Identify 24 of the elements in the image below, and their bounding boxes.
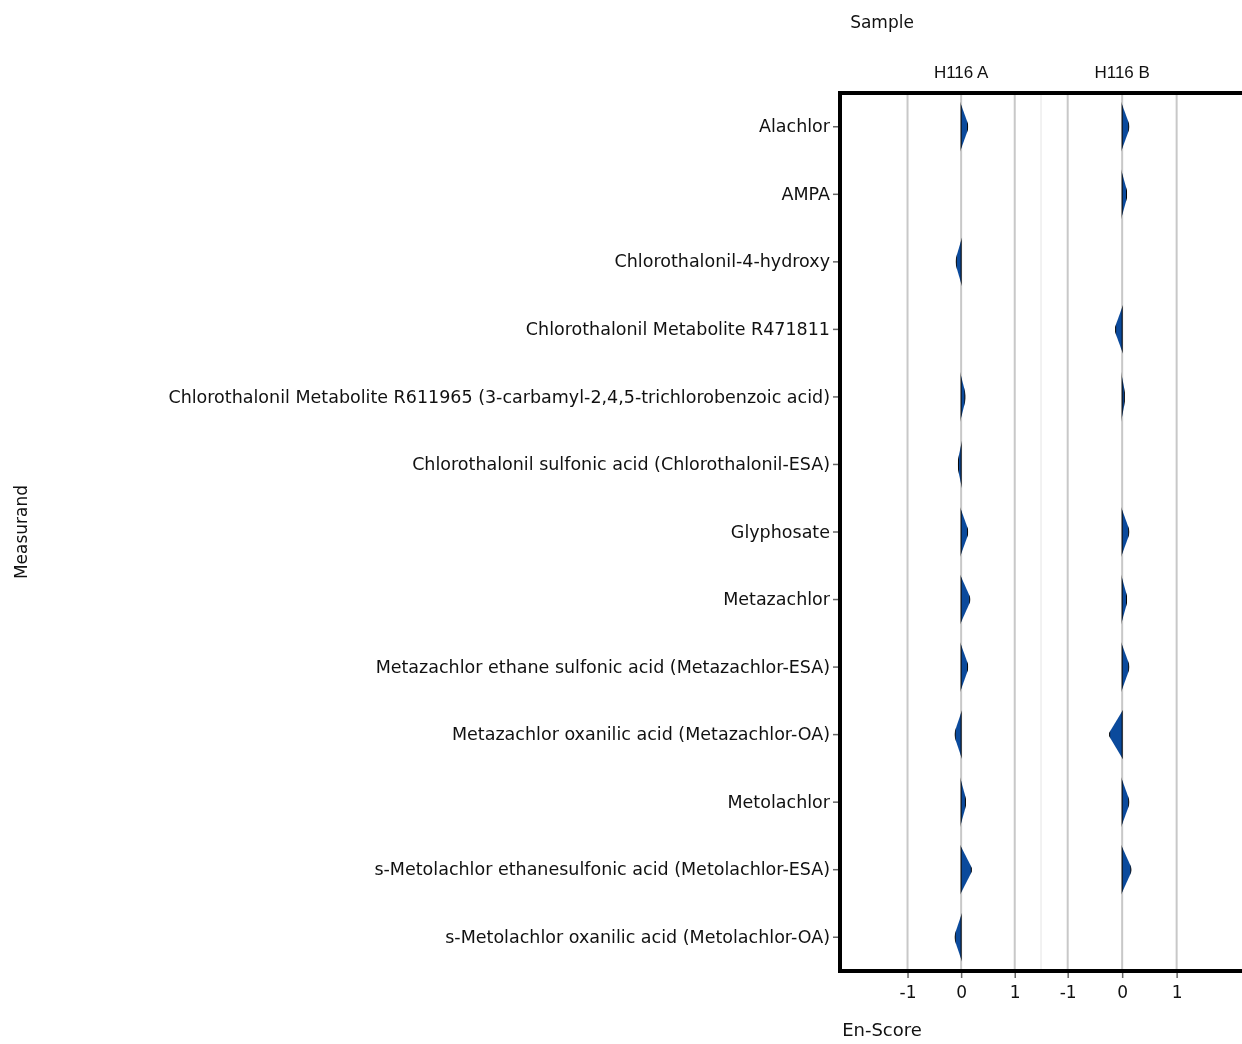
y-tick-label: Glyphosate xyxy=(730,521,830,542)
y-tick-label: Metolachlor xyxy=(727,791,831,812)
y-tick-label: Chlorothalonil sulfonic acid (Chlorothalonil-ESA) xyxy=(412,454,830,475)
y-tick-label: s-Metolachlor oxanilic acid (Metolachlor-OA) xyxy=(445,926,830,947)
y-tick-label: Metazachlor ethane sulfonic acid (Metazachlor-ESA) xyxy=(375,656,830,677)
y-tick-label: AMPA xyxy=(781,183,831,204)
y-tick-label: Chlorothalonil Metabolite R611965 (3-carbamyl-2,4,5-trichlorobenzoic acid) xyxy=(168,386,830,407)
x-tick-label: -1 xyxy=(899,982,917,1003)
y-axis-title: Measurand xyxy=(11,484,31,580)
x-tick-label: 1 xyxy=(1009,982,1021,1003)
y-tick-label: Metazachlor oxanilic acid (Metazachlor-OA) xyxy=(451,724,830,745)
y-tick-label: Metazachlor xyxy=(723,589,831,610)
x-tick-label: -1 xyxy=(1059,982,1077,1003)
text: Sample xyxy=(850,12,914,32)
x-axis-title: En-Score xyxy=(842,1019,922,1040)
chart-title: H116 B xyxy=(1094,63,1150,82)
x-tick-label: 0 xyxy=(956,982,968,1003)
y-tick-label: Alachlor xyxy=(758,116,831,137)
x-tick-label: 1 xyxy=(1171,982,1183,1003)
y-tick-label: Chlorothalonil-4-hydroxy xyxy=(614,251,830,272)
y-tick-label: Chlorothalonil Metabolite R471811 xyxy=(525,318,830,339)
y-tick-label: s-Metolachlor ethanesulfonic acid (Metolachlor-ESA) xyxy=(374,859,830,880)
x-tick-label: 0 xyxy=(1117,982,1129,1003)
chart-title: H116 A xyxy=(933,63,990,82)
